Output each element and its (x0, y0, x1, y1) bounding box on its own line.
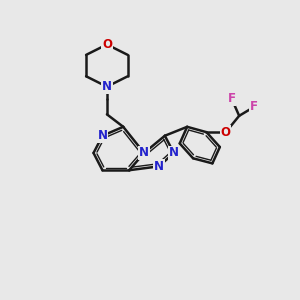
Text: O: O (221, 126, 231, 139)
Text: O: O (102, 38, 112, 51)
Text: F: F (250, 100, 258, 113)
Text: N: N (169, 146, 179, 160)
Text: N: N (139, 146, 149, 160)
Text: F: F (228, 92, 236, 105)
Text: N: N (102, 80, 112, 93)
Text: N: N (154, 160, 164, 173)
Text: N: N (98, 129, 107, 142)
